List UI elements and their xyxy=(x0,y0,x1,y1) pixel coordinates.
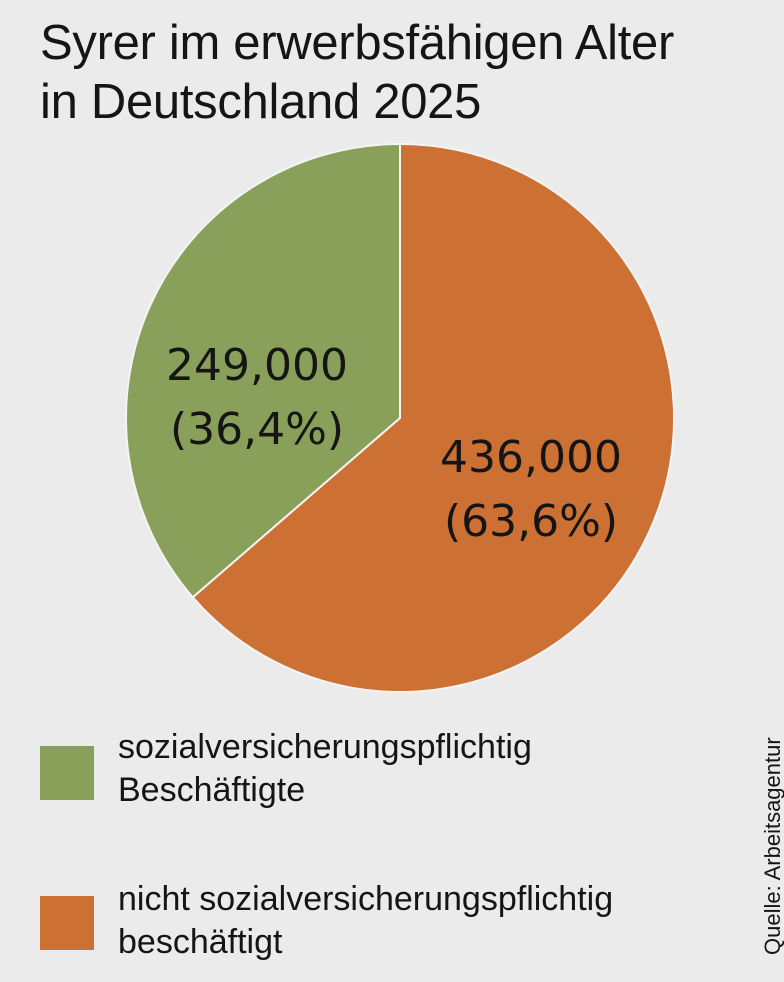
legend-label-green: sozialversicherungspflichtig Beschäftigt… xyxy=(118,726,532,812)
legend-label-green-line-2: Beschäftigte xyxy=(118,771,306,809)
legend-swatch-orange xyxy=(40,896,94,950)
legend-label-green-line-1: sozialversicherungspflichtig xyxy=(118,728,532,766)
pie-chart: 249,000 (36,4%) 436,000 (63,6%) xyxy=(125,142,675,693)
chart-title-line-2: in Deutschland 2025 xyxy=(40,75,482,129)
pie-slice-orange xyxy=(191,142,675,693)
legend-label-orange: nicht sozialversicherungspflichtig besch… xyxy=(118,878,613,964)
chart-title-line-1: Syrer im erwerbsfähigen Alter xyxy=(40,16,674,70)
slice-value-label-orange: 436,000 xyxy=(440,432,622,483)
source-note: Quelle: Arbeitsagentur xyxy=(760,737,784,955)
chart-title: Syrer im erwerbsfähigen Alter in Deutsch… xyxy=(40,14,760,132)
pie-slice-green xyxy=(125,142,401,599)
slice-value-label-green: 249,000 xyxy=(166,340,348,391)
legend-label-orange-line-2: beschäftigt xyxy=(118,923,283,961)
slice-percent-label-orange: (63,6%) xyxy=(444,496,618,547)
legend-label-orange-line-1: nicht sozialversicherungspflichtig xyxy=(118,880,614,918)
legend-swatch-green xyxy=(40,746,94,800)
slice-percent-label-green: (36,4%) xyxy=(170,404,344,455)
